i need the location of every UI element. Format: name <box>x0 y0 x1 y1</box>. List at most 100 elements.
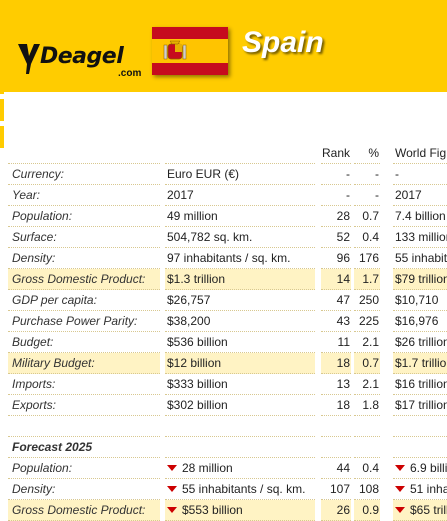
header-blank <box>8 143 160 164</box>
row-value-text: 28 million <box>182 461 233 475</box>
row-label: Density: <box>8 479 160 500</box>
sidebar-tab[interactable] <box>0 72 4 94</box>
table-spacer-row <box>8 416 447 437</box>
row-label: Budget: <box>8 332 160 353</box>
blank-cell <box>165 416 315 437</box>
down-arrow-icon <box>167 485 177 492</box>
blank-cell <box>354 416 380 437</box>
row-world: - <box>393 164 447 185</box>
row-world-text: 51 inhabitants <box>410 482 447 496</box>
row-label: Currency: <box>8 164 160 185</box>
country-title: Spain <box>242 26 324 59</box>
row-value-text: $553 billion <box>182 503 243 517</box>
row-value: 28 million <box>165 458 315 479</box>
row-label: Population: <box>8 458 160 479</box>
table-row: Year: 2017 - - 2017 <box>8 185 447 206</box>
row-value: $302 billion <box>165 395 315 416</box>
row-pct: 1.7 <box>354 269 380 290</box>
row-world: $26 trillion <box>393 332 447 353</box>
row-pct: 0.4 <box>354 458 380 479</box>
down-arrow-icon <box>395 506 405 513</box>
sidebar-tab[interactable] <box>0 99 4 121</box>
row-pct: 1.8 <box>354 395 380 416</box>
table-row: Surface: 504,782 sq. km. 52 0.4 133 mill… <box>8 227 447 248</box>
row-value: $26,757 <box>165 290 315 311</box>
row-world: 7.4 billion <box>393 206 447 227</box>
logo-text: Deagel <box>40 44 124 69</box>
sidebar-tab[interactable] <box>0 45 4 67</box>
blank-cell <box>393 437 447 458</box>
row-pct: 2.1 <box>354 332 380 353</box>
header-world: World Fig <box>393 143 447 164</box>
row-world: $16 trillion <box>393 374 447 395</box>
row-world-text: $65 trillion <box>410 503 447 517</box>
blank-cell <box>165 437 315 458</box>
row-label: Surface: <box>8 227 160 248</box>
row-value: 2017 <box>165 185 315 206</box>
row-rank: 47 <box>321 290 351 311</box>
sidebar-tab[interactable] <box>0 126 4 148</box>
table-row: Exports: $302 billion 18 1.8 $17 trillio… <box>8 395 447 416</box>
deagel-eagle-icon <box>18 44 40 74</box>
row-value: $38,200 <box>165 311 315 332</box>
forecast-row: Population: 28 million 44 0.4 6.9 billio… <box>8 458 447 479</box>
row-rank: 18 <box>321 395 351 416</box>
row-rank: 96 <box>321 248 351 269</box>
row-rank: - <box>321 185 351 206</box>
row-label: Military Budget: <box>8 353 160 374</box>
forecast-section-row: Forecast 2025 <box>8 437 447 458</box>
header-rank: Rank <box>321 143 351 164</box>
row-world: $79 trillion <box>393 269 447 290</box>
forecast-row: Density: 55 inhabitants / sq. km. 107 10… <box>8 479 447 500</box>
row-world: 51 inhabitants <box>393 479 447 500</box>
row-pct: 250 <box>354 290 380 311</box>
forecast-row-highlighted: Gross Domestic Product: $553 billion 26 … <box>8 500 447 521</box>
row-pct: 0.4 <box>354 227 380 248</box>
table-row-highlighted: Military Budget: $12 billion 18 0.7 $1.7… <box>8 353 447 374</box>
row-rank: 11 <box>321 332 351 353</box>
row-pct: 176 <box>354 248 380 269</box>
row-label: Gross Domestic Product: <box>8 500 160 521</box>
row-rank: 107 <box>321 479 351 500</box>
forecast-title: Forecast 2025 <box>8 437 160 458</box>
row-world: 2017 <box>393 185 447 206</box>
row-world: 133 million <box>393 227 447 248</box>
row-rank: 43 <box>321 311 351 332</box>
row-world: $1.7 trillion <box>393 353 447 374</box>
header-pct: % <box>354 143 380 164</box>
table-row: Population: 49 million 28 0.7 7.4 billio… <box>8 206 447 227</box>
row-value: $333 billion <box>165 374 315 395</box>
row-rank: 26 <box>321 500 351 521</box>
down-arrow-icon <box>167 464 177 471</box>
blank-cell <box>354 437 380 458</box>
row-value: Euro EUR (€) <box>165 164 315 185</box>
row-pct: 0.7 <box>354 206 380 227</box>
table-row: Purchase Power Parity: $38,200 43 225 $1… <box>8 311 447 332</box>
row-world: $17 trillion <box>393 395 447 416</box>
table-row-highlighted: Gross Domestic Product: $1.3 trillion 14… <box>8 269 447 290</box>
row-value: 504,782 sq. km. <box>165 227 315 248</box>
row-label: Imports: <box>8 374 160 395</box>
row-value: 49 million <box>165 206 315 227</box>
row-label: Density: <box>8 248 160 269</box>
row-pct: 225 <box>354 311 380 332</box>
row-pct: - <box>354 185 380 206</box>
row-pct: 0.7 <box>354 353 380 374</box>
row-value: $1.3 trillion <box>165 269 315 290</box>
row-pct: 0.9 <box>354 500 380 521</box>
row-world: $10,710 <box>393 290 447 311</box>
down-arrow-icon <box>167 506 177 513</box>
row-label: Gross Domestic Product: <box>8 269 160 290</box>
row-world: 55 inhabitants <box>393 248 447 269</box>
blank-cell <box>393 416 447 437</box>
down-arrow-icon <box>395 464 405 471</box>
table-row: Imports: $333 billion 13 2.1 $16 trillio… <box>8 374 447 395</box>
blank-cell <box>321 437 351 458</box>
row-value: $536 billion <box>165 332 315 353</box>
row-pct: 2.1 <box>354 374 380 395</box>
row-pct: - <box>354 164 380 185</box>
table-row: Budget: $536 billion 11 2.1 $26 trillion <box>8 332 447 353</box>
row-label: Population: <box>8 206 160 227</box>
row-world: $16,976 <box>393 311 447 332</box>
row-label: Exports: <box>8 395 160 416</box>
